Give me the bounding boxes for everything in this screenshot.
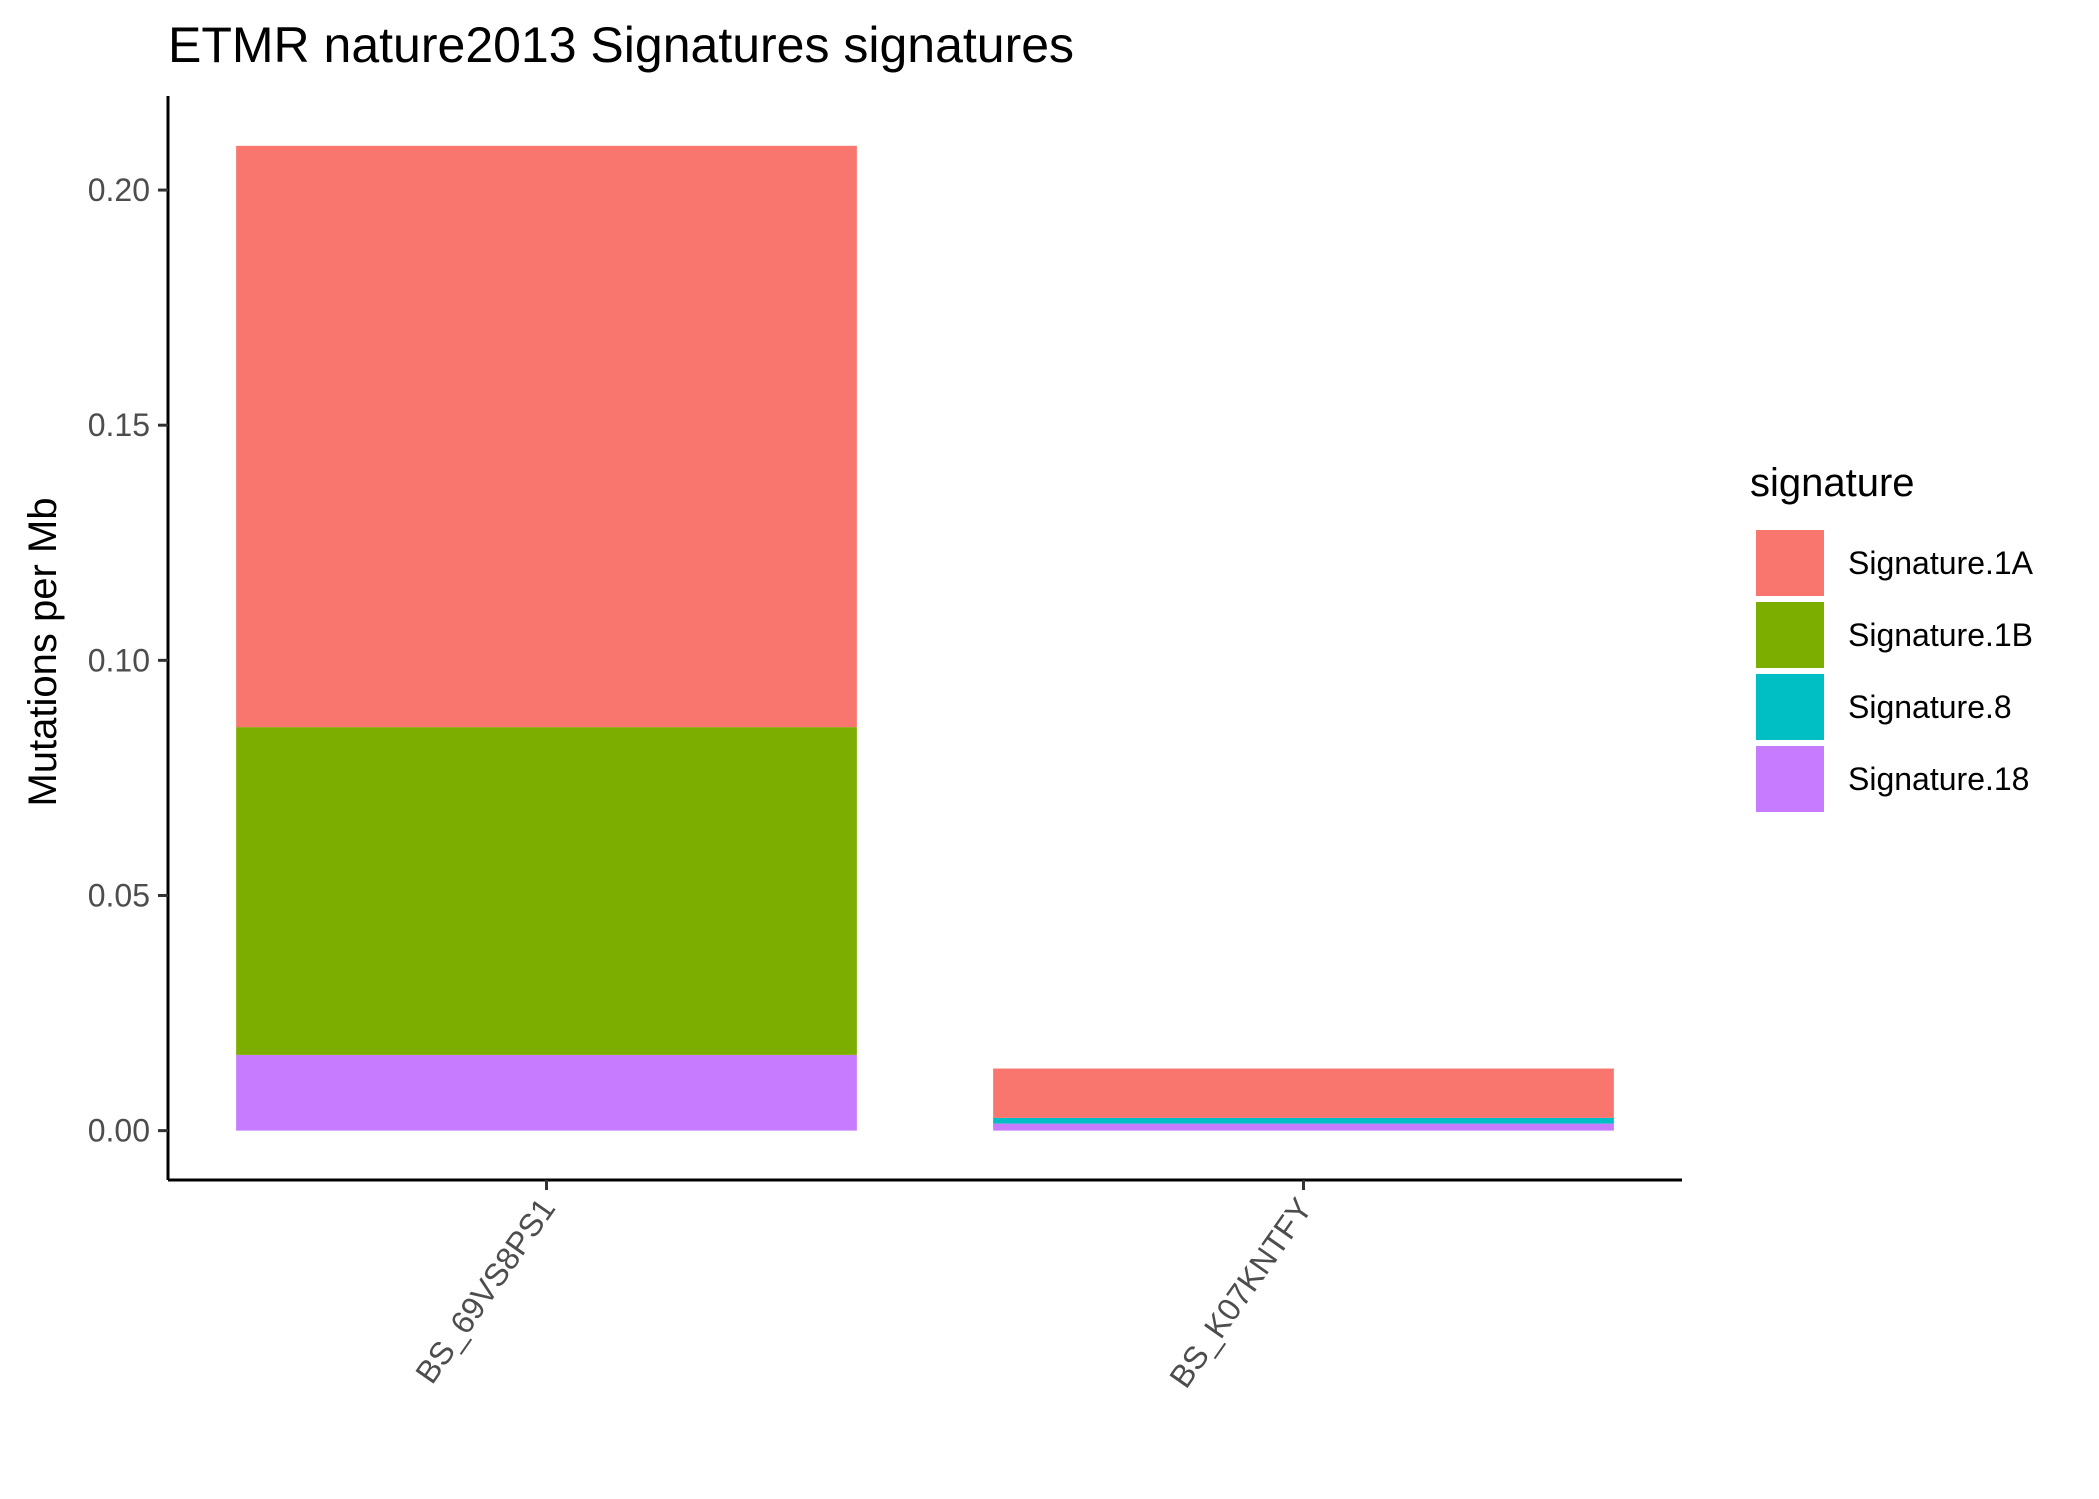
y-tick-label: 0.15 [88, 407, 150, 443]
legend-key-signature-8 [1756, 674, 1824, 740]
legend-key-signature-1b [1756, 602, 1824, 668]
bar-segment-signature-18-bs_k07kntfy [993, 1123, 1614, 1131]
bar-segment-signature-18-bs_69vs8ps1 [236, 1054, 857, 1131]
x-tick-label: BS_69VS8PS1 [408, 1191, 562, 1389]
bars-layer [236, 145, 1614, 1131]
legend: signature Signature.1A Signature.1B Signat… [1750, 461, 2034, 812]
y-tick-label: 0.05 [88, 877, 150, 913]
y-tick-label: 0.20 [88, 172, 150, 208]
chart-title: ETMR nature2013 Signatures signatures [168, 17, 1074, 73]
x-axis: BS_69VS8PS1 BS_K07KNTFY [168, 1178, 1682, 1394]
legend-label: Signature.8 [1848, 689, 2012, 725]
legend-title: signature [1750, 461, 1915, 505]
x-tick-label: BS_K07KNTFY [1162, 1191, 1319, 1394]
bar-segment-signature-1b-bs_69vs8ps1 [236, 727, 857, 1055]
y-axis: 0.00 0.05 0.10 0.15 0.20 [88, 96, 170, 1180]
y-tick-label: 0.10 [88, 642, 150, 678]
legend-label: Signature.18 [1848, 761, 2029, 797]
legend-key-signature-1a [1756, 530, 1824, 596]
legend-label: Signature.1A [1848, 545, 2034, 581]
legend-key-signature-18 [1756, 746, 1824, 812]
y-tick-label: 0.00 [88, 1113, 150, 1149]
bar-segment-signature-1a-bs_k07kntfy [993, 1068, 1614, 1118]
legend-label: Signature.1B [1848, 617, 2033, 653]
y-axis-title: Mutations per Mb [21, 497, 65, 806]
bar-segment-signature-1a-bs_69vs8ps1 [236, 145, 857, 728]
bar-segment-signature-8-bs_k07kntfy [993, 1117, 1614, 1124]
